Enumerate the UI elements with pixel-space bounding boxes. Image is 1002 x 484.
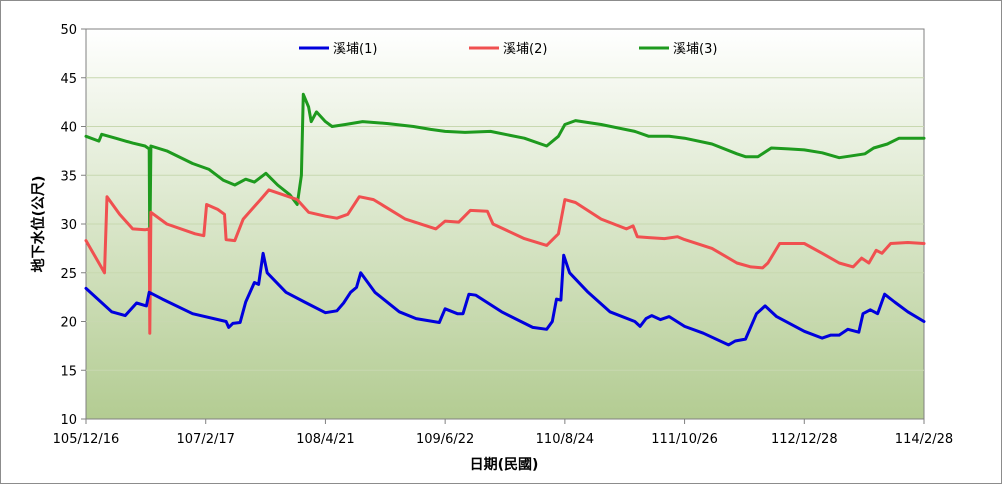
x-tick-label: 114/2/28	[895, 432, 953, 447]
y-tick-label: 15	[60, 364, 77, 379]
y-tick-label: 20	[60, 316, 77, 331]
y-tick-label: 10	[60, 413, 77, 428]
y-tick-label: 45	[60, 72, 77, 87]
x-axis-title: 日期(民國)	[470, 457, 539, 473]
series-line	[84, 92, 926, 250]
y-axis-title: 地下水位(公尺)	[30, 176, 47, 273]
x-tick-label: 111/10/26	[651, 432, 718, 447]
y-tick-label: 50	[60, 23, 77, 38]
legend-label: 溪埔(2)	[503, 42, 547, 57]
y-tick-label: 25	[60, 267, 77, 282]
y-tick-label: 30	[60, 218, 77, 233]
series-line	[84, 251, 926, 347]
x-tick-label: 112/12/28	[771, 432, 838, 447]
legend-label: 溪埔(3)	[673, 42, 717, 57]
x-tick-label: 105/12/16	[53, 432, 120, 447]
x-tick-label: 108/4/21	[296, 432, 354, 447]
x-tick-label: 110/8/24	[536, 432, 594, 447]
y-tick-label: 35	[60, 169, 77, 184]
y-tick-label: 40	[60, 121, 77, 136]
x-tick-label: 107/2/17	[177, 432, 235, 447]
legend-label: 溪埔(1)	[333, 42, 377, 57]
x-tick-label: 109/6/22	[416, 432, 474, 447]
series-line	[84, 188, 926, 335]
